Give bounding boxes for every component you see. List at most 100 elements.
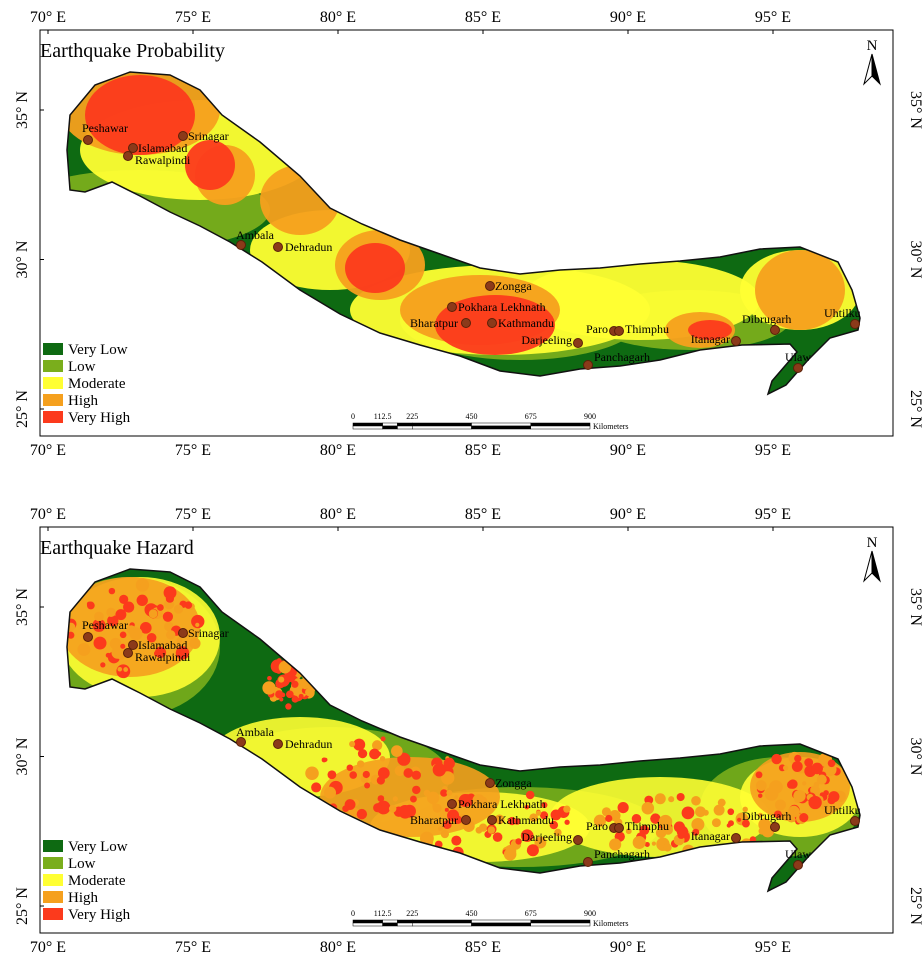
legend-label: Very High [68, 907, 131, 923]
hotspot [774, 810, 782, 819]
hotspot [726, 823, 731, 828]
city-label: Itanagar [691, 332, 730, 346]
city-label: Ambala [236, 725, 275, 739]
city-dot [461, 815, 471, 825]
hotspot [802, 781, 807, 786]
panel-title: Earthquake Hazard [40, 537, 194, 559]
hotspot [380, 736, 386, 742]
scale-seg [397, 422, 413, 427]
hotspot [115, 609, 127, 621]
city-dot [573, 835, 583, 845]
city-label: Thimphu [625, 322, 669, 336]
city-dot [614, 326, 624, 336]
hotspot [123, 667, 129, 672]
hotspot [782, 765, 789, 771]
city-dot [178, 628, 188, 638]
lon-label-bottom: 95° E [755, 442, 791, 459]
hotspot [639, 825, 650, 836]
panel-title: Earthquake Probability [40, 40, 225, 62]
lon-label-top: 75° E [175, 9, 211, 26]
north-arrow [871, 53, 881, 86]
scale-seg [412, 922, 472, 927]
hotspot [164, 621, 174, 632]
hotspot [100, 662, 106, 668]
hotspot [136, 594, 148, 607]
scale-seg [530, 422, 591, 427]
hotspot [392, 796, 398, 802]
city-dot [850, 816, 860, 826]
hotspot [717, 798, 726, 807]
city-label: Panchagarh [594, 350, 650, 364]
hotspot [788, 779, 798, 789]
hotspot [440, 789, 448, 797]
hotspot [195, 622, 200, 628]
hotspot [774, 799, 786, 811]
hotspot [419, 831, 434, 846]
legend-swatch [43, 360, 63, 372]
hotspot [827, 759, 836, 768]
legend-label: Low [68, 856, 96, 872]
north-label: N [867, 38, 878, 54]
hotspot [286, 690, 294, 699]
lon-label-bottom: 90° E [610, 939, 646, 956]
legend-label: Very Low [68, 839, 128, 855]
hotspot [140, 581, 148, 590]
hotspot [285, 703, 292, 710]
hotspot [758, 827, 766, 835]
hotspot [162, 611, 174, 622]
hotspot [108, 587, 116, 595]
city-dot [614, 823, 624, 833]
hotspot [298, 693, 304, 699]
city-label: Itanagar [691, 829, 730, 843]
hotspot [173, 604, 184, 614]
legend-swatch [43, 343, 63, 355]
scale-seg [530, 425, 591, 430]
hotspot [808, 795, 822, 810]
lon-label-top: 95° E [755, 506, 791, 523]
city-label: Darjeeling [521, 333, 572, 347]
hotspot [658, 814, 673, 829]
lat-label-left: 30° N [14, 240, 31, 278]
legend-swatch [43, 394, 63, 406]
legend-label: Moderate [68, 873, 126, 889]
city-label: Pokhara Lekhnath [458, 797, 546, 811]
hotspot [515, 838, 522, 845]
hotspot [755, 771, 763, 779]
hotspot [487, 826, 496, 834]
hotspot [163, 586, 177, 600]
lon-label-bottom: 70° E [30, 939, 66, 956]
city-dot [485, 281, 495, 291]
hotspot [372, 740, 383, 751]
hotspot [507, 816, 517, 826]
hotspot [677, 831, 686, 839]
hotspot [146, 633, 157, 643]
hotspot [810, 785, 820, 796]
hotspot [105, 652, 111, 658]
hotspot [119, 594, 129, 604]
hotspot [280, 692, 286, 698]
lon-label-bottom: 85° E [465, 939, 501, 956]
lon-label-top: 85° E [465, 506, 501, 523]
hotspot [175, 646, 190, 660]
city-dot [447, 799, 457, 809]
city-label: Dehradun [285, 737, 332, 751]
hotspot [541, 802, 548, 808]
hotspot [377, 767, 390, 779]
city-dot [485, 778, 495, 788]
lon-label-top: 90° E [610, 9, 646, 26]
hotspot [663, 843, 672, 852]
hotspot [324, 786, 337, 799]
city-label: Ulaw [785, 350, 811, 364]
hotspot [494, 814, 505, 825]
lon-label-top: 80° E [320, 506, 356, 523]
legend-swatch [43, 891, 63, 903]
hotspot [769, 780, 783, 794]
hotspot [291, 695, 299, 703]
legend-label: High [68, 393, 99, 409]
city-dot [573, 338, 583, 348]
scale-seg [397, 919, 413, 924]
hotspot [165, 630, 176, 640]
scale-seg [382, 922, 398, 927]
hotspot [123, 601, 135, 613]
